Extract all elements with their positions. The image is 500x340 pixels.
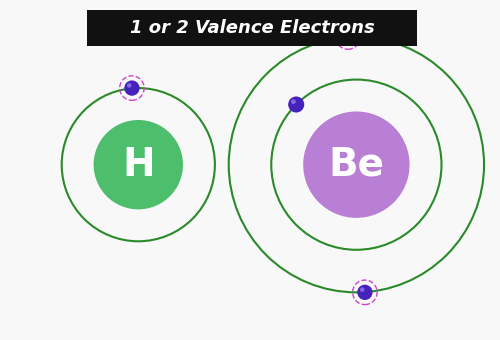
Circle shape: [360, 287, 364, 292]
Circle shape: [343, 32, 347, 37]
Circle shape: [127, 83, 132, 88]
Text: Be: Be: [328, 146, 384, 184]
Text: 1 or 2 Valence Electrons: 1 or 2 Valence Electrons: [130, 19, 374, 37]
Circle shape: [357, 285, 372, 300]
Circle shape: [291, 99, 296, 104]
Text: H: H: [122, 146, 154, 184]
Circle shape: [124, 81, 140, 96]
Circle shape: [288, 97, 304, 113]
Circle shape: [303, 112, 410, 218]
Circle shape: [94, 120, 183, 209]
Circle shape: [340, 29, 355, 45]
FancyBboxPatch shape: [87, 11, 417, 46]
